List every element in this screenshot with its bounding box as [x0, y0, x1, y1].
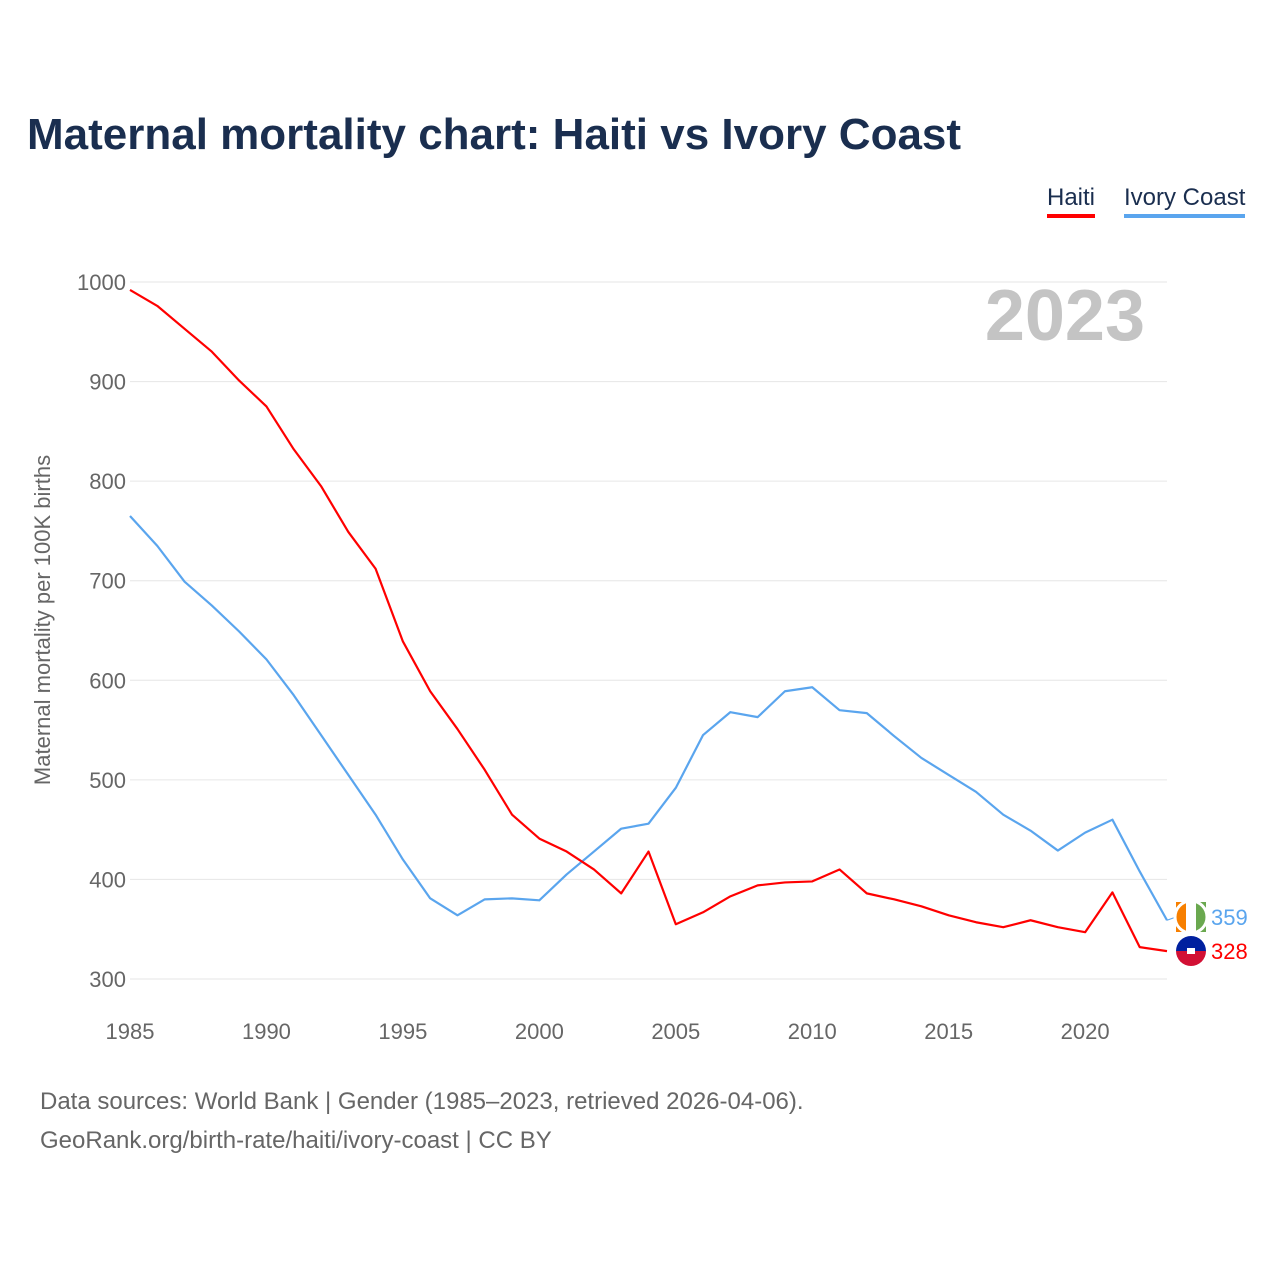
legend-ivory-coast[interactable]: Ivory Coast	[1124, 184, 1246, 218]
legend-haiti[interactable]: Haiti	[1047, 184, 1096, 218]
y-tick-label: 800	[89, 469, 126, 494]
x-tick-label: 2000	[515, 1019, 564, 1044]
flag-ivory-coast-icon	[1173, 899, 1209, 935]
x-tick-label: 1985	[106, 1019, 155, 1044]
flag-haiti-icon	[1176, 951, 1206, 966]
x-tick-label: 2005	[651, 1019, 700, 1044]
end-label-ivory-coast: 359	[1211, 905, 1248, 930]
x-tick-label: 2020	[1061, 1019, 1110, 1044]
y-tick-label: 400	[89, 867, 126, 892]
y-tick-label: 500	[89, 768, 126, 793]
x-tick-label: 1995	[378, 1019, 427, 1044]
source-line-1: Data sources: World Bank | Gender (1985–…	[40, 1088, 804, 1115]
y-tick-label: 600	[89, 668, 126, 693]
flag-haiti-icon	[1176, 936, 1206, 951]
series-line-ivory-coast	[129, 515, 1168, 921]
y-tick-label: 900	[89, 370, 126, 395]
x-tick-label: 2010	[788, 1019, 837, 1044]
chart-title: Maternal mortality chart: Haiti vs Ivory…	[27, 110, 962, 159]
flag-ivory-coast-icon	[1176, 902, 1186, 932]
y-axis-label: Maternal mortality per 100K births	[30, 455, 55, 785]
series-line-haiti	[129, 289, 1168, 953]
y-tick-label: 700	[89, 569, 126, 594]
y-tick-label: 300	[89, 967, 126, 992]
x-tick-label: 1990	[242, 1019, 291, 1044]
x-tick-label: 2015	[924, 1019, 973, 1044]
flag-ivory-coast-icon	[1196, 902, 1206, 932]
y-tick-label: 1000	[77, 270, 126, 295]
flag-haiti-icon	[1187, 948, 1195, 954]
year-watermark: 2023	[985, 276, 1145, 356]
end-label-haiti: 328	[1211, 939, 1248, 964]
source-line-2[interactable]: GeoRank.org/birth-rate/haiti/ivory-coast…	[40, 1127, 552, 1154]
flag-ivory-coast-icon	[1186, 902, 1196, 932]
